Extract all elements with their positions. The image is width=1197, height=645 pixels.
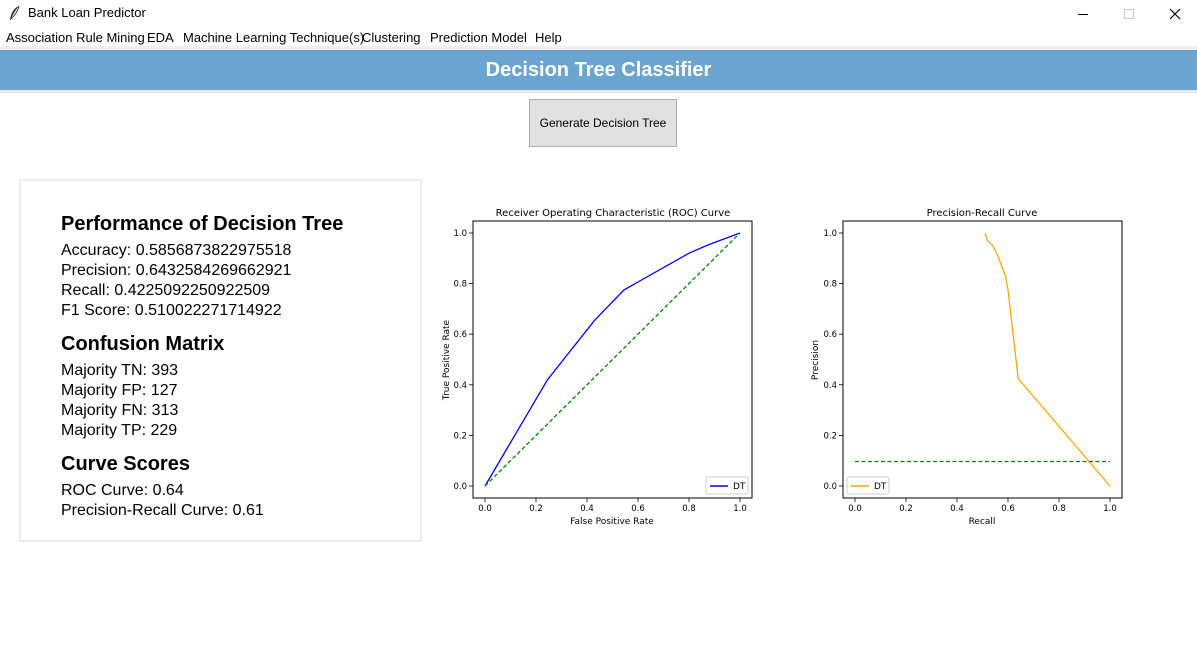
window-title: Bank Loan Predictor [28, 5, 146, 20]
maximize-button[interactable] [1106, 0, 1152, 27]
roc-chart: Receiver Operating Characteristic (ROC) … [442, 208, 753, 527]
chart-title: Precision-Recall Curve [927, 208, 1038, 219]
baseline-series-line [484, 232, 741, 487]
y-tick-label: 0.8 [453, 280, 467, 290]
recall-text: Recall: 0.4225092250922509 [61, 282, 271, 299]
chart-title: Receiver Operating Characteristic (ROC) … [496, 208, 731, 219]
roc-score-text: ROC Curve: 0.64 [61, 482, 184, 499]
precision-recall-chart: Precision-Recall Curve 0.0 0.2 0.4 0.6 0.8 1.… [811, 208, 1123, 527]
performance-heading: Performance of Decision Tree [61, 213, 344, 235]
majority-tp-text: Majority TP: 229 [61, 422, 178, 439]
pr-score-text: Precision-Recall Curve: 0.61 [61, 502, 264, 519]
generate-decision-tree-button[interactable]: Generate Decision Tree [529, 99, 677, 147]
f1-score-text: F1 Score: 0.510022271714922 [61, 302, 282, 319]
x-tick-label: 0.4 [580, 504, 594, 514]
majority-fn-text: Majority FN: 313 [61, 402, 179, 419]
y-tick-label: 0.0 [453, 482, 467, 492]
x-tick-label: 1.0 [1103, 504, 1117, 514]
y-axis-label: Precision [811, 340, 821, 380]
series-line-dt [984, 232, 1111, 487]
feather-icon [10, 5, 20, 20]
x-tick-label: 0.0 [848, 504, 862, 514]
menu-help[interactable]: Help [535, 30, 562, 45]
menu-association-rule-mining[interactable]: Association Rule Mining [6, 30, 145, 45]
legend-label: DT [874, 482, 887, 492]
x-axis-label: Recall [969, 517, 996, 527]
menu-clustering[interactable]: Clustering [362, 30, 421, 45]
plot-area [472, 220, 753, 499]
majority-fp-text: Majority FP: 127 [61, 382, 178, 399]
header-separator [0, 90, 1197, 93]
precision-text: Precision: 0.6432584269662921 [61, 262, 292, 279]
y-tick-label: 1.0 [823, 229, 837, 239]
y-tick-label: 0.2 [823, 431, 837, 441]
x-tick-label: 0.2 [899, 504, 913, 514]
performance-panel: Performance of Decision Tree Accuracy: 0… [19, 179, 422, 542]
menu-prediction-model[interactable]: Prediction Model [430, 30, 527, 45]
y-tick-label: 1.0 [453, 229, 467, 239]
x-tick-label: 0.8 [682, 504, 696, 514]
majority-tn-text: Majority TN: 393 [61, 362, 179, 379]
x-tick-label: 0.6 [631, 504, 645, 514]
maximize-icon [1124, 8, 1134, 19]
y-tick-label: 0.6 [823, 330, 837, 340]
menu-machine-learning[interactable]: Machine Learning Technique(s) [183, 30, 365, 45]
y-tick-label: 0.8 [823, 280, 837, 290]
confusion-matrix-heading: Confusion Matrix [61, 333, 225, 355]
legend: DT [705, 476, 749, 495]
x-tick-label: 0.6 [1001, 504, 1015, 514]
x-axis-label: False Positive Rate [570, 517, 654, 527]
close-button[interactable] [1152, 0, 1197, 27]
page-title: Decision Tree Classifier [485, 58, 712, 81]
x-tick-label: 0.2 [529, 504, 543, 514]
y-axis-label: True Positive Rate [442, 319, 452, 401]
y-tick-label: 0.4 [823, 381, 837, 391]
legend: DT [846, 476, 890, 495]
menu-bar: Association Rule Mining EDA Machine Lear… [0, 27, 1197, 47]
y-tick-label: 0.4 [453, 381, 467, 391]
y-tick-label: 0.0 [823, 482, 837, 492]
plot-area [842, 220, 1123, 499]
accuracy-text: Accuracy: 0.5856873822975518 [61, 242, 292, 259]
legend-label: DT [733, 482, 746, 492]
x-tick-label: 0.4 [950, 504, 964, 514]
y-tick-label: 0.2 [453, 431, 467, 441]
series-line-dt [484, 232, 741, 487]
x-tick-label: 1.0 [733, 504, 747, 514]
page-header: Decision Tree Classifier [0, 50, 1197, 90]
title-bar: Bank Loan Predictor [0, 0, 1197, 27]
curve-scores-heading: Curve Scores [61, 453, 190, 475]
x-tick-label: 0.8 [1052, 504, 1066, 514]
x-tick-label: 0.0 [478, 504, 492, 514]
close-icon [1169, 8, 1181, 19]
menu-separator [0, 46, 1197, 50]
minimize-icon [1078, 13, 1088, 15]
minimize-button[interactable] [1060, 0, 1106, 27]
y-tick-label: 0.6 [453, 330, 467, 340]
menu-eda[interactable]: EDA [147, 30, 174, 45]
